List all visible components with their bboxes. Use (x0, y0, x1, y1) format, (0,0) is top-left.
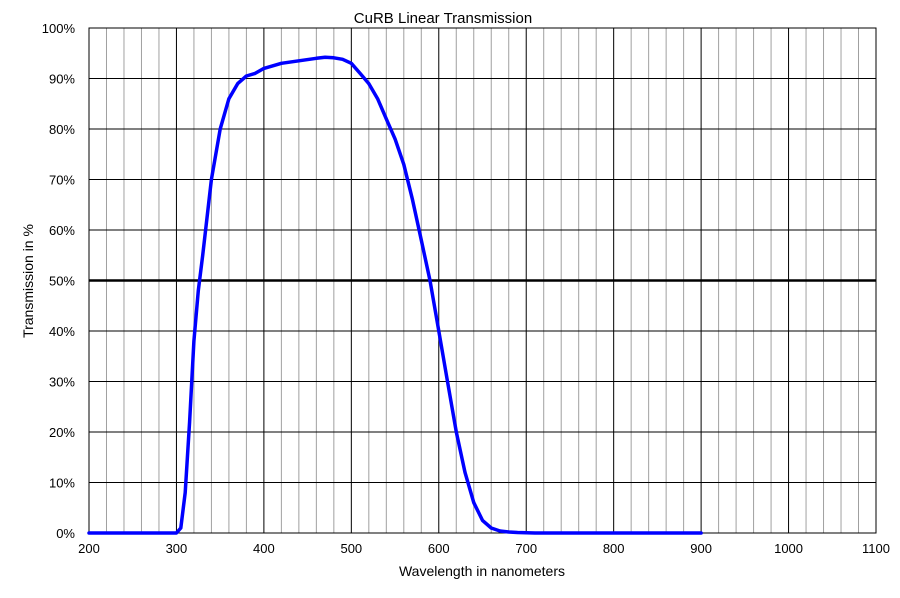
x-tick-label-200: 200 (78, 541, 100, 556)
y-tick-label-0: 0% (56, 526, 75, 541)
y-tick-label-50: 50% (49, 274, 75, 289)
x-tick-label-900: 900 (690, 541, 712, 556)
y-tick-label-10: 10% (49, 476, 75, 491)
x-axis-title: Wavelength in nanometers (399, 563, 565, 579)
x-tick-label-500: 500 (340, 541, 362, 556)
chart-title: CuRB Linear Transmission (354, 10, 532, 27)
y-axis-tick-labels: 0% 10% 20% 30% 40% 50% 60% 70% 80% 90% 100% (42, 21, 76, 541)
x-tick-label-800: 800 (603, 541, 625, 556)
y-tick-label-20: 20% (49, 425, 75, 440)
y-tick-label-70: 70% (49, 173, 75, 188)
x-tick-label-600: 600 (428, 541, 450, 556)
y-tick-label-40: 40% (49, 324, 75, 339)
y-tick-label-60: 60% (49, 223, 75, 238)
y-tick-label-30: 30% (49, 375, 75, 390)
x-tick-label-1100: 1100 (862, 541, 890, 556)
x-tick-label-300: 300 (166, 541, 188, 556)
x-axis-tick-labels: 200 300 400 500 600 700 800 900 1000 1100 (78, 541, 890, 556)
y-tick-label-100: 100% (42, 21, 76, 36)
y-tick-label-80: 80% (49, 122, 75, 137)
transmission-curve (87, 55, 703, 535)
y-axis-title: Transmission in % (20, 224, 36, 338)
x-tick-label-400: 400 (253, 541, 275, 556)
x-tick-label-700: 700 (515, 541, 537, 556)
y-tick-label-90: 90% (49, 72, 75, 87)
x-tick-label-1000: 1000 (774, 541, 803, 556)
